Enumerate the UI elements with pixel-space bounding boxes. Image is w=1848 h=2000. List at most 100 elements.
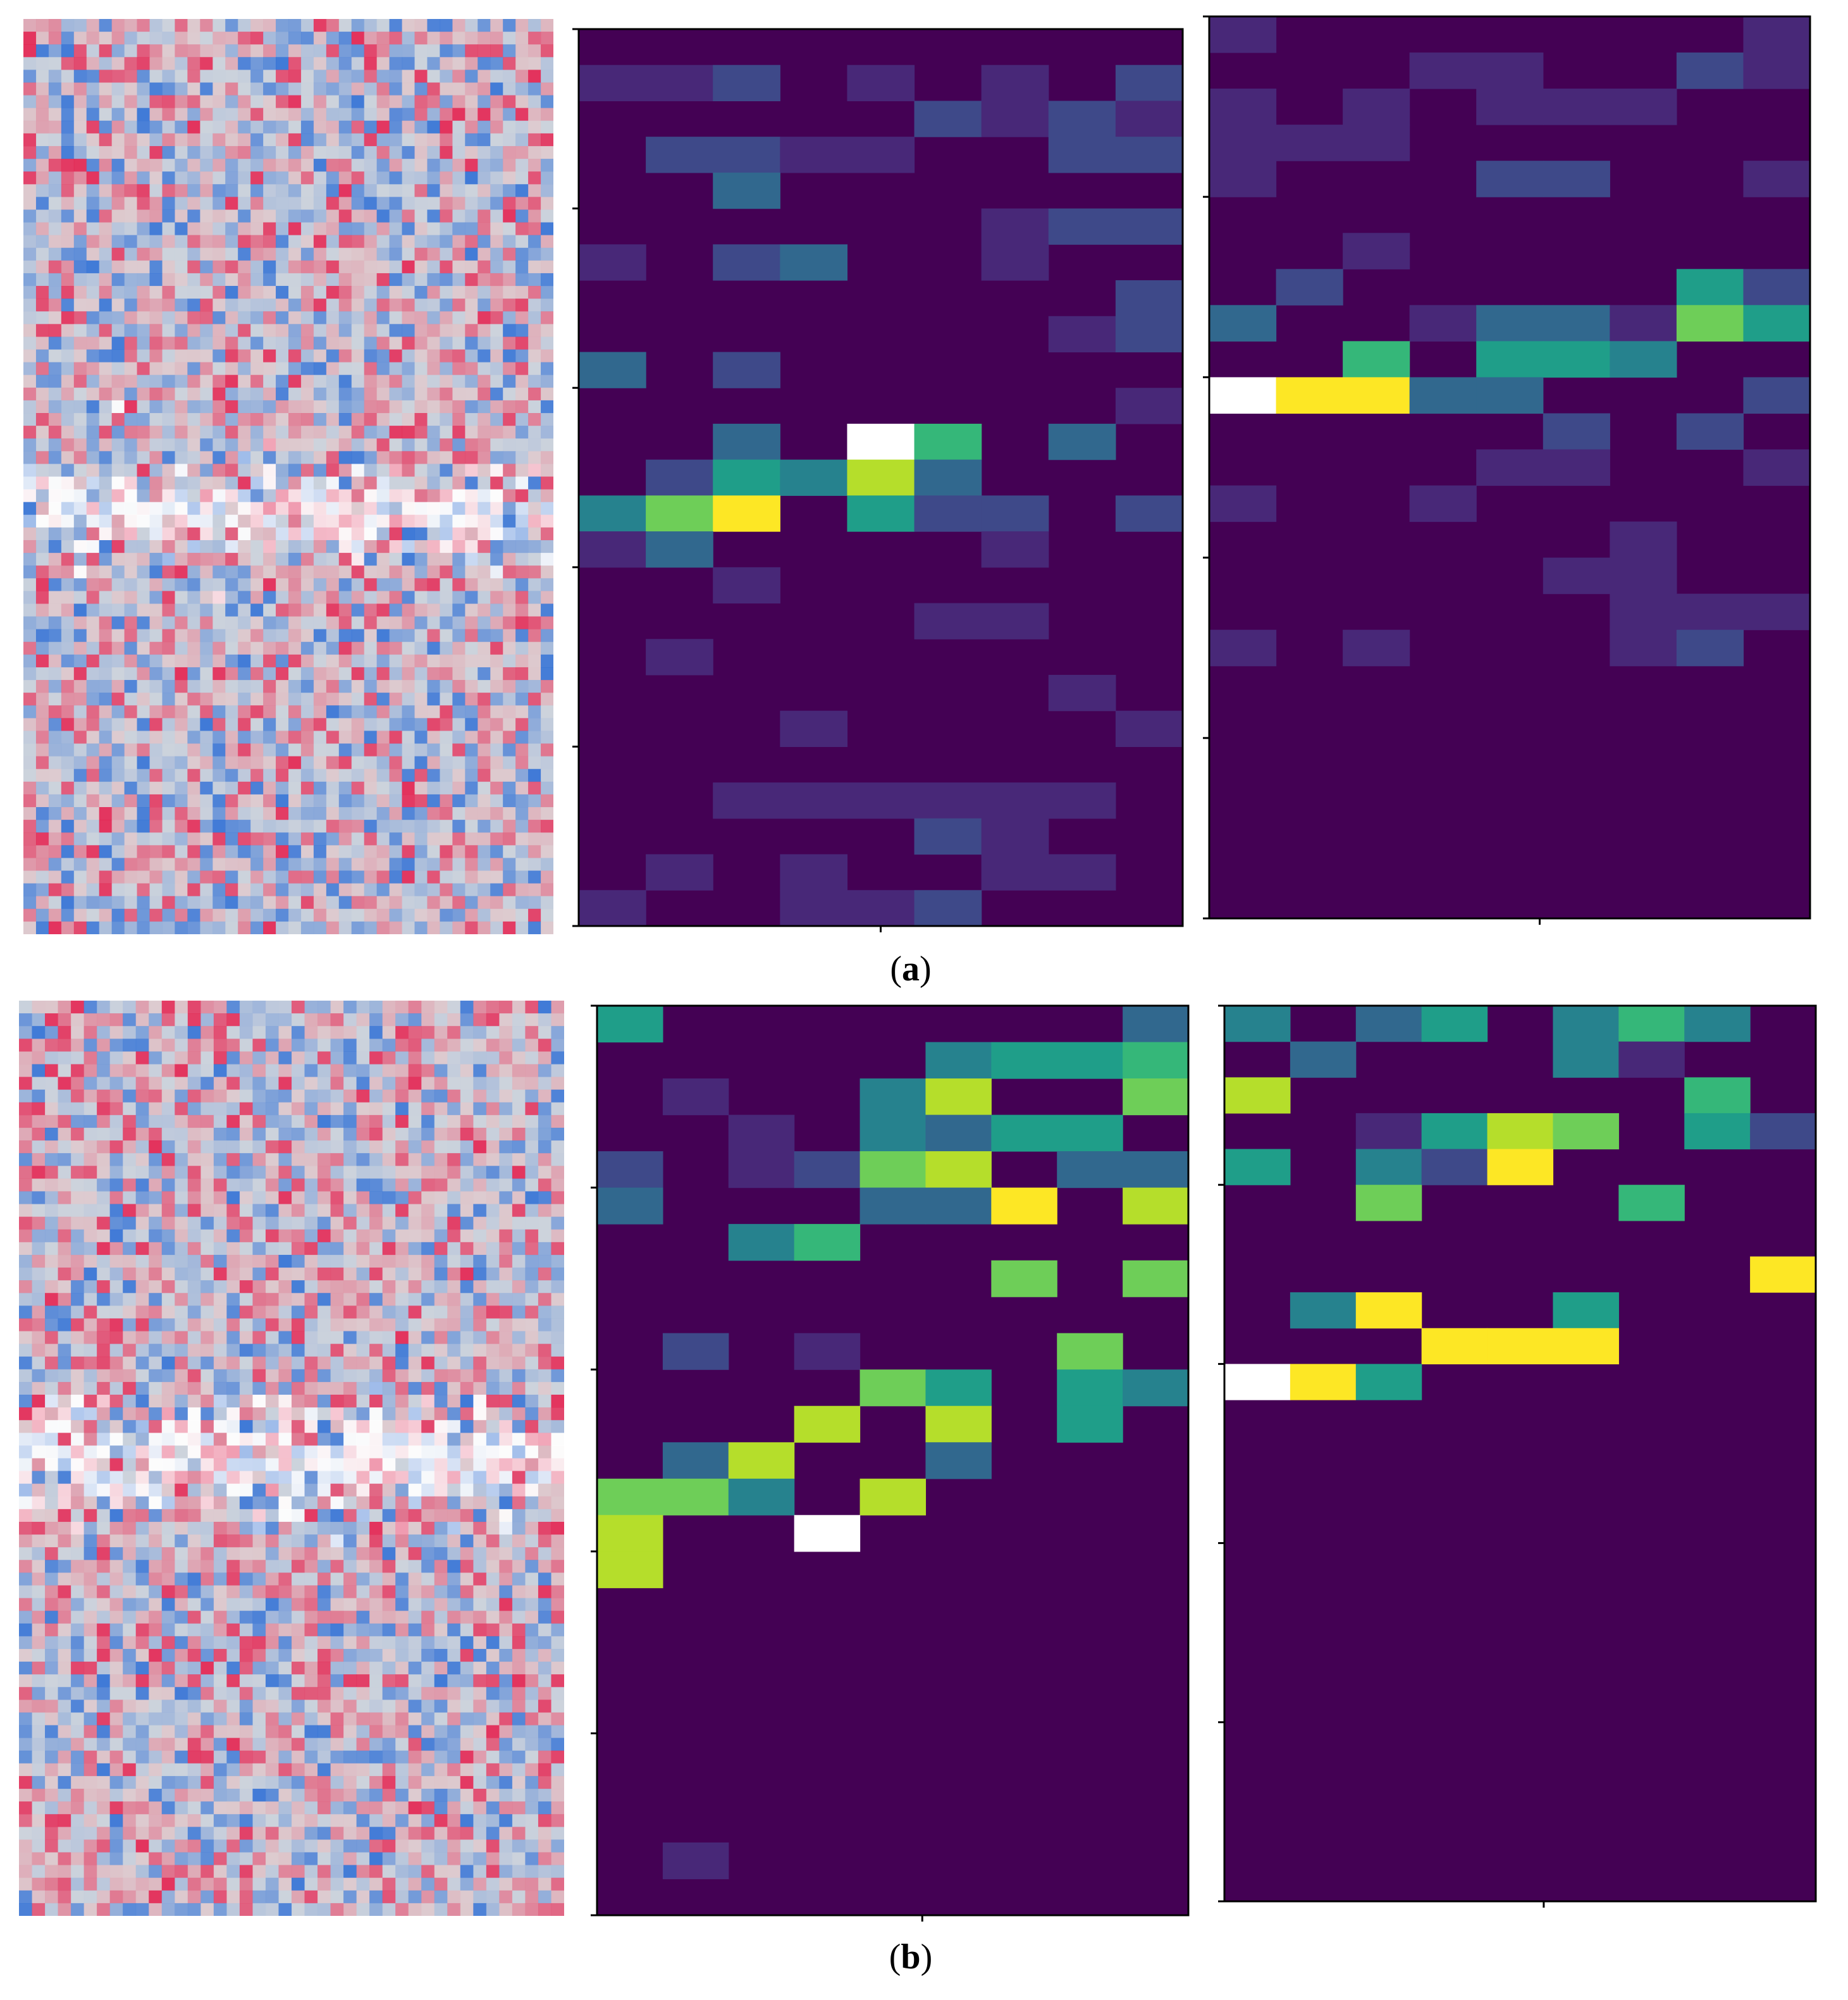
- heatmap-cell: [597, 1515, 663, 1552]
- heatmap-cell: [1610, 89, 1677, 125]
- heatmap-cell: [847, 65, 915, 102]
- heatmap-cell: [1487, 1149, 1554, 1185]
- heatmap-cell: [597, 1151, 663, 1188]
- caption-a: (a): [890, 949, 932, 989]
- plot-frame: [1223, 1004, 1817, 1903]
- heatmap-cell: [914, 782, 982, 819]
- heatmap-cell: [1115, 208, 1183, 245]
- heatmap-cell: [1476, 52, 1544, 89]
- heatmap-cell: [1209, 16, 1277, 53]
- heatmap-cell: [713, 423, 780, 460]
- heatmap-cell: [1115, 280, 1183, 317]
- heatmap-cell: [1123, 1151, 1189, 1188]
- heatmap-cell: [859, 1478, 927, 1515]
- heatmap-cell: [981, 208, 1049, 245]
- attention-heatmap-b-left: [591, 1004, 1190, 1922]
- heatmap-cell: [1676, 593, 1744, 631]
- heatmap-cell: [1543, 305, 1610, 342]
- heatmap-cell: [1355, 1185, 1422, 1221]
- heatmap-cell: [1409, 377, 1477, 414]
- heatmap-cell: [780, 459, 848, 496]
- heatmap-cell: [1209, 161, 1277, 197]
- heatmap-cell: [713, 172, 780, 209]
- attention-heatmap-a-left: [572, 28, 1184, 932]
- heatmap-cell: [925, 1405, 992, 1443]
- heatmap-cell: [1610, 593, 1677, 631]
- heatmap-cell: [1543, 161, 1610, 197]
- heatmap-cell: [1421, 1149, 1488, 1185]
- heatmap-cell: [1684, 1006, 1751, 1042]
- heatmap-cell: [713, 65, 780, 102]
- heatmap-cell: [646, 65, 713, 102]
- saliency-texture: [23, 19, 553, 934]
- heatmap-cell: [646, 495, 713, 532]
- heatmap-cell: [1048, 316, 1116, 353]
- heatmap-cell: [1209, 305, 1277, 342]
- heatmap-cell: [847, 137, 915, 173]
- heatmap-cell: [859, 1114, 927, 1152]
- heatmap-cell: [597, 1478, 663, 1515]
- heatmap-cell: [1610, 557, 1677, 595]
- heatmap-cell: [1123, 1078, 1189, 1116]
- heatmap-cell: [1355, 1006, 1422, 1042]
- heatmap-cell: [1543, 413, 1610, 450]
- heatmap-cell: [847, 890, 915, 927]
- heatmap-cell: [1421, 1328, 1488, 1364]
- heatmap-cell: [1409, 305, 1477, 342]
- heatmap-cell: [914, 818, 982, 855]
- heatmap-cell: [1743, 449, 1811, 486]
- heatmap-cell: [1209, 377, 1277, 414]
- heatmap-cell: [1224, 1149, 1291, 1185]
- heatmap-cell: [1553, 1113, 1619, 1150]
- heatmap-cell: [728, 1151, 795, 1188]
- heatmap-cell: [1115, 65, 1183, 102]
- heatmap-cell: [1115, 101, 1183, 137]
- heatmap-cell: [1290, 1292, 1357, 1329]
- heatmap-cell: [713, 459, 780, 496]
- heatmap-cell: [1290, 1041, 1357, 1078]
- heatmap-cell: [1543, 89, 1610, 125]
- heatmap-cell: [1343, 125, 1410, 161]
- heatmap-cell: [925, 1114, 992, 1152]
- heatmap-cell: [713, 137, 780, 173]
- heatmap-cell: [1487, 1328, 1554, 1364]
- heatmap-cell: [859, 1151, 927, 1188]
- heatmap-cell: [1115, 137, 1183, 173]
- heatmap-cell: [859, 1369, 927, 1407]
- heatmap-cell: [1618, 1185, 1685, 1221]
- heatmap-cell: [991, 1260, 1057, 1297]
- heatmap-cell: [1343, 341, 1410, 378]
- plot-frame: [596, 1004, 1190, 1917]
- heatmap-cell: [981, 495, 1049, 532]
- heatmap-cell: [1750, 1256, 1816, 1293]
- heatmap-cell: [1224, 1006, 1291, 1042]
- heatmap-cell: [1610, 341, 1677, 378]
- heatmap-cell: [981, 101, 1049, 137]
- heatmap-cell: [981, 244, 1049, 281]
- heatmap-cell: [1123, 1260, 1189, 1297]
- heatmap-cell: [981, 65, 1049, 102]
- heatmap-cell: [1676, 52, 1744, 89]
- heatmap-cell: [847, 782, 915, 819]
- attention-heatmap-a-right: [1203, 15, 1811, 925]
- heatmap-cell: [662, 1333, 729, 1370]
- heatmap-cell: [1057, 1369, 1123, 1407]
- heatmap-cell: [859, 1187, 927, 1225]
- heatmap-cell: [1123, 1042, 1189, 1079]
- heatmap-cell: [1048, 137, 1116, 173]
- heatmap-cell: [1610, 521, 1677, 559]
- heatmap-cell: [1743, 52, 1811, 89]
- heatmap-cell: [1409, 52, 1477, 89]
- heatmap-cell: [847, 495, 915, 532]
- heatmap-cell: [713, 782, 780, 819]
- heatmap-cell: [1343, 89, 1410, 125]
- heatmap-cell: [1684, 1077, 1751, 1114]
- heatmap-cell: [914, 890, 982, 927]
- heatmap-cell: [1115, 495, 1183, 532]
- heatmap-cell: [1123, 1369, 1189, 1407]
- heatmap-cell: [728, 1478, 795, 1515]
- saliency-map-b: [19, 1001, 564, 1916]
- heatmap-cell: [579, 531, 646, 568]
- heatmap-cell: [662, 1478, 729, 1515]
- heatmap-cell: [1476, 161, 1544, 197]
